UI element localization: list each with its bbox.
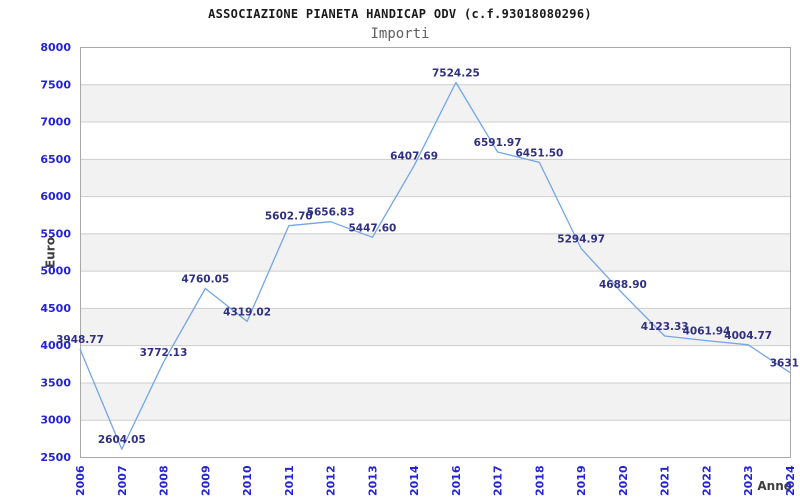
x-tick-label: 2010	[241, 465, 254, 496]
x-tick-label: 2019	[575, 465, 588, 496]
data-point-label: 4004.77	[724, 330, 772, 342]
x-tick-label: 2021	[659, 465, 672, 496]
plot-band	[80, 233, 790, 271]
y-tick-label: 5500	[40, 227, 71, 240]
data-point-label: 6407.69	[390, 151, 438, 163]
x-tick-label: 2024	[784, 465, 797, 496]
data-line	[79, 81, 791, 450]
y-tick-label: 2500	[40, 451, 71, 464]
data-point-label: 5602.70	[265, 211, 313, 223]
data-point-label: 5656.83	[307, 207, 355, 219]
data-point-label: 4123.33	[641, 321, 689, 333]
y-tick-label: 8000	[40, 41, 71, 54]
y-tick-label: 7000	[40, 116, 71, 129]
y-tick-label: 3500	[40, 376, 71, 389]
x-tick-label: 2009	[199, 465, 212, 496]
plot-border	[80, 47, 791, 458]
chart-title: ASSOCIAZIONE PIANETA HANDICAP ODV (c.f.9…	[208, 7, 592, 21]
y-tick-label: 6000	[40, 190, 71, 203]
data-point-label: 6591.97	[474, 137, 522, 149]
y-tick-label: 3000	[40, 414, 71, 427]
y-tick-label: 5000	[40, 265, 71, 278]
data-point-label: 2604.05	[98, 434, 146, 446]
data-point-label: 3772.13	[140, 347, 188, 359]
x-tick-label: 2017	[492, 465, 505, 496]
x-tick-label: 2007	[116, 465, 129, 496]
data-point-label: 4319.02	[223, 306, 271, 318]
x-axis-title: Anno	[757, 479, 792, 493]
plot-band	[80, 158, 790, 197]
data-point-label: 5447.60	[348, 222, 396, 234]
y-tick-label: 6500	[40, 153, 71, 166]
data-point-label: 4061.94	[683, 326, 731, 338]
x-tick-label: 2013	[366, 465, 379, 496]
x-tick-label: 2018	[533, 465, 546, 496]
plot-band	[80, 382, 790, 420]
y-tick-label: 7500	[40, 78, 71, 91]
data-point-label: 4760.05	[181, 274, 229, 286]
data-point-label: 6451.50	[515, 147, 563, 159]
x-tick-label: 2023	[742, 465, 755, 496]
data-point-label: 4688.90	[599, 279, 647, 291]
data-point-label: 7524.25	[432, 68, 480, 80]
x-tick-label: 2006	[74, 465, 87, 496]
data-point-label: 5294.97	[557, 234, 605, 246]
chart-subtitle: Importi	[370, 26, 430, 42]
x-tick-label: 2008	[158, 465, 171, 496]
x-tick-label: 2014	[408, 465, 421, 496]
plot-band	[80, 84, 790, 122]
data-point-label: 3631.7	[770, 358, 800, 370]
x-tick-label: 2022	[700, 465, 713, 496]
x-tick-label: 2011	[283, 465, 296, 496]
y-tick-label: 4000	[40, 339, 71, 352]
y-tick-label: 4500	[40, 302, 71, 315]
plot-band	[80, 307, 790, 346]
x-tick-label: 2016	[450, 465, 463, 496]
x-tick-label: 2012	[325, 465, 338, 496]
x-tick-label: 2020	[617, 465, 630, 496]
data-point-label: 3948.77	[56, 334, 104, 346]
